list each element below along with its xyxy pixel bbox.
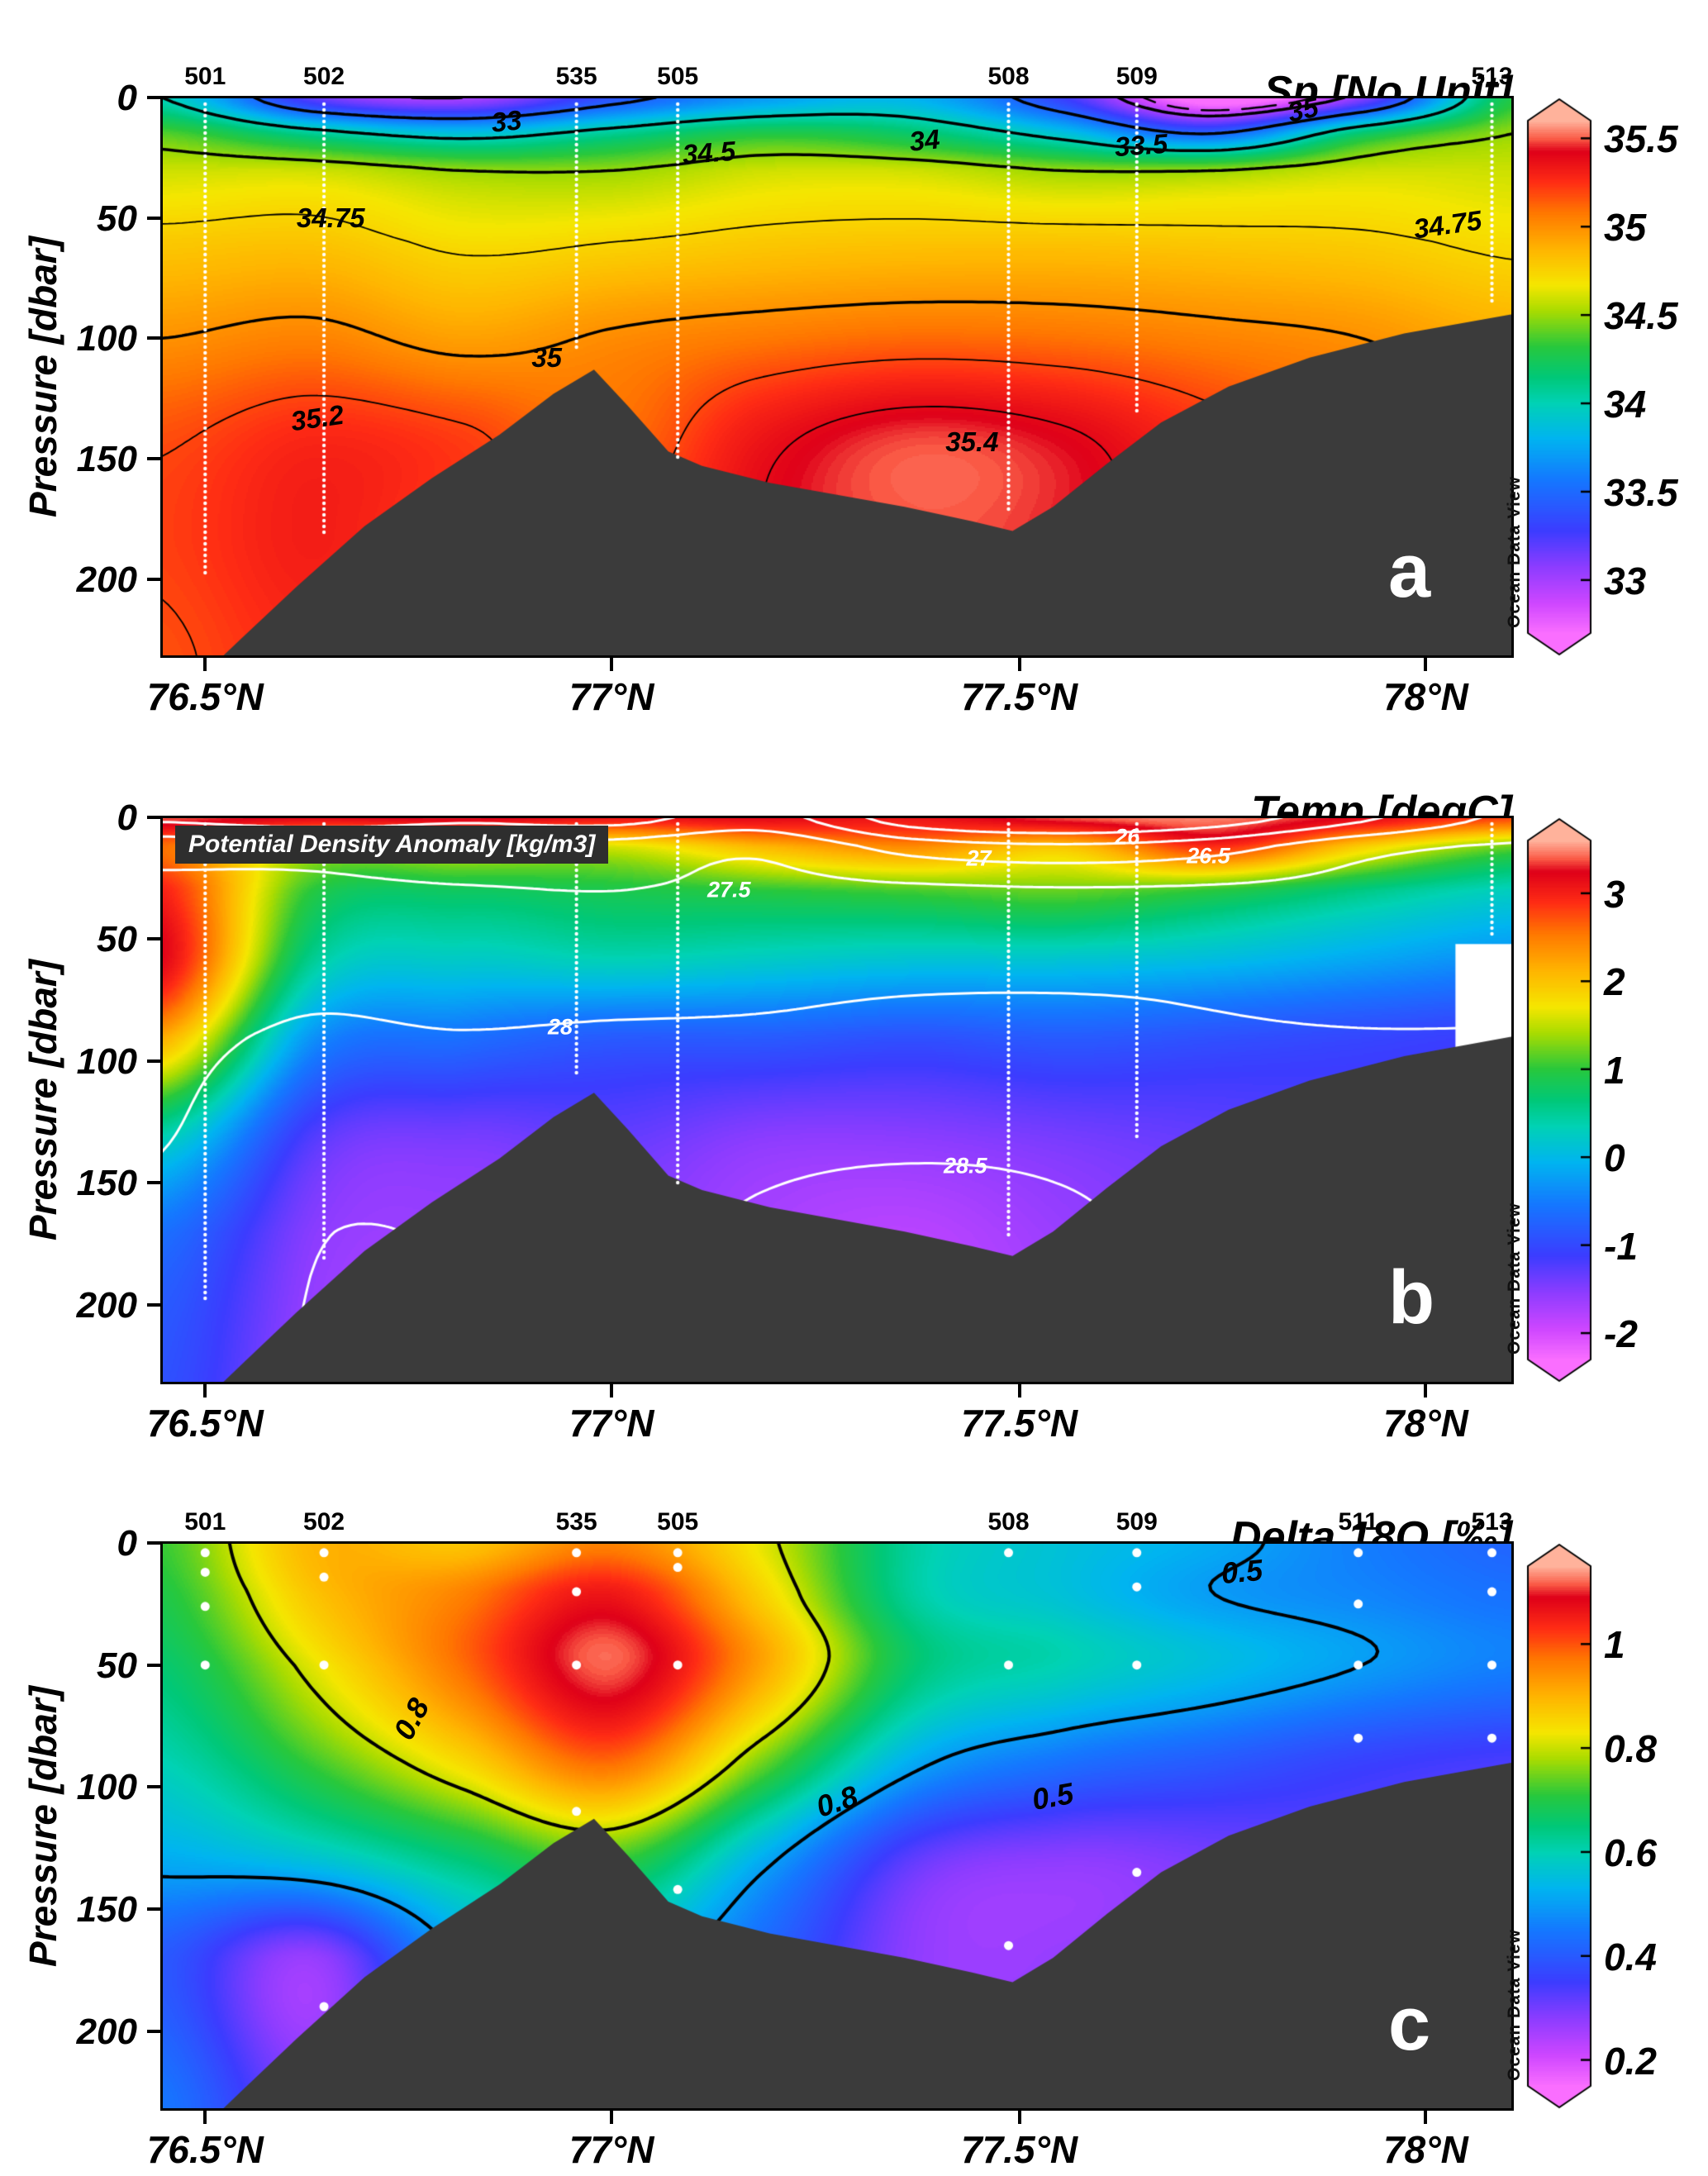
- panel-a-colorbar-tick-35.5: 35.5: [1604, 117, 1678, 161]
- panel-b-y-tick-label: 0: [117, 798, 137, 838]
- panel-a-y-tickmark: [147, 457, 160, 461]
- panel-a-x-tickmark: [610, 658, 614, 671]
- panel-c-colorbar-tick-0.4: 0.4: [1604, 1935, 1657, 1978]
- panel-a-colorbar-tick-35: 35: [1604, 206, 1647, 250]
- panel-b-y-tickmark: [147, 1302, 160, 1307]
- panel-b-y-tick-label: 200: [76, 1284, 137, 1326]
- panel-c-colorbar: [1526, 1543, 1592, 2109]
- panel-c-x-tick-label: 78°N: [1383, 2128, 1468, 2171]
- panel-b-x-tickmark: [610, 1384, 614, 1397]
- panel-b-x-tickmark: [203, 1384, 207, 1397]
- odv-credit: Ocean Data View: [1505, 1202, 1524, 1355]
- panel-c-x-tickmark: [1017, 2111, 1021, 2124]
- panel-c-y-tick-label: 200: [76, 2011, 137, 2052]
- panel-c-x-tickmark: [610, 2111, 614, 2124]
- panel-a-y-tickmark: [147, 216, 160, 220]
- odv-credit: Ocean Data View: [1505, 1929, 1524, 2081]
- panel-c-y-tickmark: [147, 1541, 160, 1545]
- panel-a-x-tick-label: 77°N: [569, 675, 654, 718]
- panel-b-x-tickmark: [1017, 1384, 1021, 1397]
- panel-b-y-axis-label: Pressure [dbar]: [21, 959, 64, 1241]
- panel-c-x-tick-label: 76.5°N: [146, 2128, 264, 2171]
- panel-b-y-tick-label: 50: [97, 919, 137, 960]
- panel-c-y-tick-label: 0: [117, 1523, 137, 1564]
- panel-a-colorbar-tick-33.5: 33.5: [1604, 470, 1678, 514]
- panel-c-letter: c: [1388, 1982, 1431, 2066]
- panel-b-colorbar-tick-0: 0: [1604, 1136, 1625, 1180]
- panel-a-colorbar-tick-34.5: 34.5: [1604, 294, 1678, 338]
- panel-b-colorbar-tick--1: -1: [1604, 1224, 1638, 1268]
- panel-c-colorbar-tick-0.2: 0.2: [1604, 2039, 1657, 2083]
- panel-b-x-tickmark: [1424, 1384, 1428, 1397]
- panel-a-x-tick-label: 76.5°N: [146, 675, 264, 718]
- panel-a-colorbar: [1526, 98, 1592, 656]
- panel-a-section-plot: [162, 98, 1512, 656]
- panel-a-y-tick-label: 200: [76, 559, 137, 600]
- panel-a-y-tick-label: 50: [97, 198, 137, 239]
- panel-c-x-tick-label: 77.5°N: [961, 2128, 1078, 2171]
- panel-c-x-tick-label: 77°N: [569, 2128, 654, 2171]
- panel-a-x-tickmark: [1424, 658, 1428, 671]
- panel-c-y-tick-label: 50: [97, 1645, 137, 1686]
- panel-a-letter: a: [1388, 529, 1431, 613]
- panel-b-y-tickmark: [147, 1059, 160, 1063]
- panel-b-colorbar-tick-1: 1: [1604, 1048, 1625, 1092]
- panel-a-colorbar-tick-33: 33: [1604, 559, 1647, 602]
- panel-b-y-tickmark: [147, 937, 160, 941]
- panel-b-x-tick-label: 76.5°N: [146, 1402, 264, 1445]
- panel-b-y-tickmark: [147, 1181, 160, 1185]
- panel-a-x-tickmark: [1017, 658, 1021, 671]
- panel-c-section-plot: [162, 1543, 1512, 2109]
- panel-b-colorbar-tick-2: 2: [1604, 960, 1625, 1004]
- panel-b-letter: b: [1388, 1255, 1435, 1340]
- panel-c-colorbar-tick-0.8: 0.8: [1604, 1727, 1657, 1771]
- panel-a-y-tickmark: [147, 96, 160, 99]
- panel-c-y-tickmark: [147, 2029, 160, 2033]
- panel-c-y-tickmark: [147, 1907, 160, 1911]
- panel-c-colorbar-tick-0.6: 0.6: [1604, 1831, 1657, 1874]
- panel-a-x-tick-label: 78°N: [1383, 675, 1468, 718]
- panel-b-density-overlay-label: Potential Density Anomaly [kg/m3]: [175, 826, 609, 864]
- panel-b-colorbar-tick-3: 3: [1604, 872, 1625, 916]
- panel-c-y-axis-label: Pressure [dbar]: [21, 1685, 64, 1967]
- panel-b-y-tickmark: [147, 816, 160, 819]
- panel-c-colorbar-tick-1: 1: [1604, 1623, 1625, 1667]
- panel-b-section-plot: [162, 817, 1512, 1383]
- panel-b-x-tick-label: 77°N: [569, 1402, 654, 1445]
- panel-c-y-tickmark: [147, 1663, 160, 1667]
- odv-credit: Ocean Data View: [1505, 476, 1524, 628]
- panel-b-x-tick-label: 77.5°N: [961, 1402, 1078, 1445]
- panel-c-x-tickmark: [1424, 2111, 1428, 2124]
- panel-a-y-tick-label: 0: [117, 78, 137, 118]
- panel-c-y-tickmark: [147, 1785, 160, 1789]
- panel-b-colorbar: [1526, 817, 1592, 1383]
- panel-a-y-tickmark: [147, 336, 160, 340]
- panel-a-x-tick-label: 77.5°N: [961, 675, 1078, 718]
- panel-a-y-axis-label: Pressure [dbar]: [21, 236, 64, 518]
- panel-c-x-tickmark: [203, 2111, 207, 2124]
- panel-a-x-tickmark: [203, 658, 207, 671]
- panel-b-x-tick-label: 78°N: [1383, 1402, 1468, 1445]
- panel-a-colorbar-tick-34: 34: [1604, 383, 1647, 426]
- panel-a-y-tickmark: [147, 577, 160, 581]
- panel-b-colorbar-tick--2: -2: [1604, 1312, 1638, 1356]
